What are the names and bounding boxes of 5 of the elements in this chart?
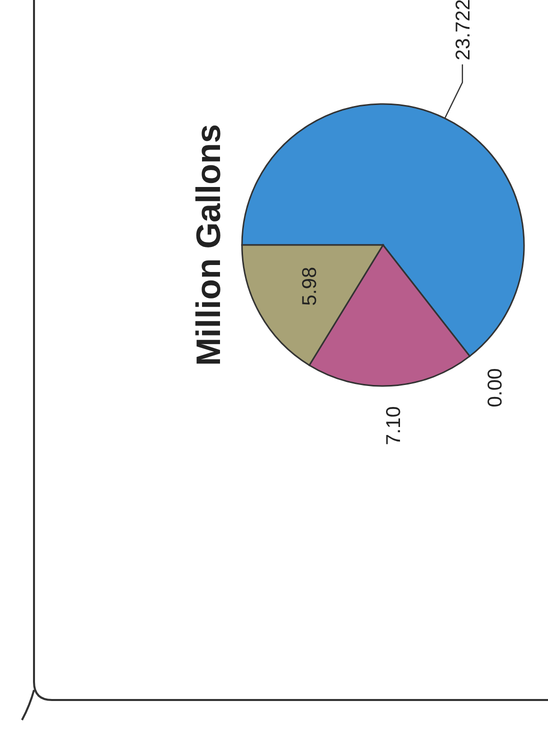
data-label: 23.722 — [452, 0, 474, 60]
text: Million Gallons — [190, 124, 228, 366]
data-label: 7.10 — [383, 406, 406, 446]
data-label: 5.98 — [299, 266, 322, 306]
text: 0.00 — [484, 368, 506, 408]
